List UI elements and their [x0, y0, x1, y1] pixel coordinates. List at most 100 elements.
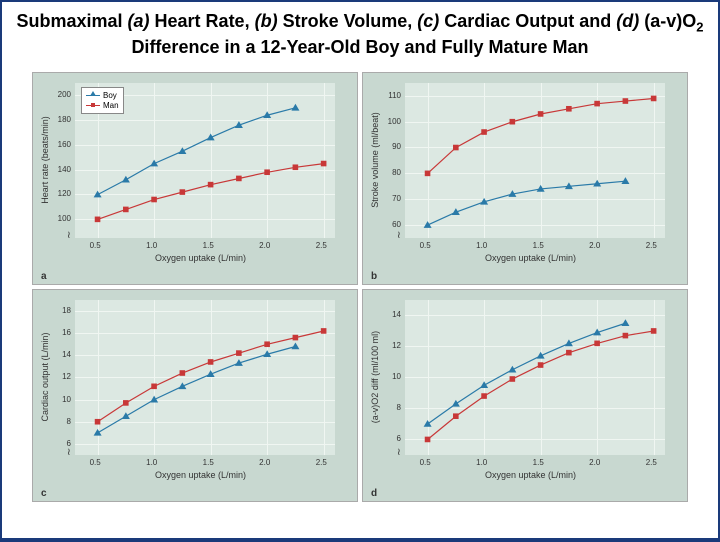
chart-svg — [405, 83, 665, 238]
xtick-label: 1.5 — [203, 241, 214, 250]
panel-label: d — [371, 488, 377, 499]
x-axis-label: Oxygen uptake (L/min) — [155, 470, 246, 480]
xtick-label: 1.5 — [203, 458, 214, 467]
chart-panel-b: 607080901001100.51.01.52.02.5≀Stroke vol… — [362, 72, 688, 285]
page-container: Submaximal (a) Heart Rate, (b) Stroke Vo… — [2, 2, 718, 538]
title-sub: 2 — [696, 20, 703, 35]
page-title: Submaximal (a) Heart Rate, (b) Stroke Vo… — [2, 2, 718, 64]
series-marker — [122, 412, 130, 419]
axis-break-icon: ≀ — [67, 447, 71, 458]
ytick-label: 18 — [53, 306, 71, 315]
ytick-label: 12 — [383, 341, 401, 350]
series-marker — [293, 335, 299, 341]
chart-panel-c: 6810121416180.51.01.52.02.5≀Cardiac outp… — [32, 289, 358, 502]
series-marker — [538, 362, 544, 368]
x-axis-label: Oxygen uptake (L/min) — [155, 253, 246, 263]
axis-break-icon: ≀ — [67, 230, 71, 241]
title-d: (d) — [616, 11, 639, 31]
x-axis-label: Oxygen uptake (L/min) — [485, 253, 576, 263]
series-marker — [623, 333, 629, 339]
series-marker — [95, 216, 101, 222]
ytick-label: 140 — [53, 165, 71, 174]
series-marker — [480, 381, 488, 388]
xtick-label: 0.5 — [90, 458, 101, 467]
panel-label: c — [41, 488, 47, 499]
series-line — [98, 346, 296, 432]
series-marker — [236, 175, 242, 181]
series-marker — [94, 429, 102, 436]
xtick-label: 1.0 — [476, 241, 487, 250]
ytick-label: 8 — [383, 403, 401, 412]
series-line — [428, 98, 654, 173]
xtick-label: 2.0 — [589, 458, 600, 467]
chart-svg — [405, 300, 665, 455]
series-marker — [621, 177, 629, 184]
series-marker — [566, 106, 572, 112]
title-post-b: Stroke Volume, — [278, 11, 418, 31]
axis-break-icon: ≀ — [397, 230, 401, 241]
legend-marker-icon — [90, 91, 96, 96]
y-axis-label: Cardiac output (L/min) — [40, 317, 50, 437]
ytick-label: 12 — [53, 372, 71, 381]
series-marker — [594, 101, 600, 107]
ytick-label: 16 — [53, 328, 71, 337]
series-marker — [510, 376, 516, 382]
title-a: (a) — [128, 11, 150, 31]
ytick-label: 90 — [383, 142, 401, 151]
xtick-label: 2.5 — [316, 458, 327, 467]
plot-area — [405, 300, 665, 455]
title-post-d2: Difference in a 12-Year-Old Boy and Full… — [131, 37, 588, 57]
panel-label: b — [371, 271, 377, 282]
series-marker — [150, 396, 158, 403]
ytick-label: 14 — [53, 350, 71, 359]
ytick-label: 10 — [383, 372, 401, 381]
axis-break-icon: ≀ — [397, 447, 401, 458]
legend-row: Boy — [86, 91, 119, 100]
legend-label: Man — [103, 101, 119, 110]
legend: BoyMan — [81, 87, 124, 114]
title-b: (b) — [255, 11, 278, 31]
ytick-label: 14 — [383, 310, 401, 319]
series-marker — [425, 437, 431, 443]
xtick-label: 0.5 — [90, 241, 101, 250]
ytick-label: 10 — [53, 395, 71, 404]
plot-area — [75, 300, 335, 455]
series-marker — [566, 350, 572, 356]
xtick-label: 1.5 — [533, 241, 544, 250]
ytick-label: 6 — [383, 434, 401, 443]
series-marker — [151, 383, 157, 389]
series-marker — [291, 342, 299, 349]
series-marker — [264, 341, 270, 347]
series-marker — [264, 169, 270, 175]
series-marker — [95, 419, 101, 425]
xtick-label: 0.5 — [420, 241, 431, 250]
title-post-c: Cardiac Output and — [439, 11, 616, 31]
series-marker — [178, 147, 186, 154]
series-marker — [623, 98, 629, 104]
series-marker — [651, 96, 657, 102]
series-marker — [180, 189, 186, 195]
series-marker — [453, 145, 459, 151]
panel-label: a — [41, 271, 47, 282]
series-marker — [481, 129, 487, 135]
series-marker — [151, 197, 157, 203]
xtick-label: 2.0 — [589, 241, 600, 250]
ytick-label: 200 — [53, 90, 71, 99]
series-marker — [425, 170, 431, 176]
y-axis-label: Heart rate (beats/min) — [40, 100, 50, 220]
series-marker — [293, 164, 299, 170]
xtick-label: 1.0 — [146, 241, 157, 250]
series-marker — [594, 340, 600, 346]
ytick-label: 60 — [383, 220, 401, 229]
ytick-label: 100 — [53, 214, 71, 223]
series-line — [98, 163, 324, 219]
series-marker — [510, 119, 516, 125]
series-line — [428, 331, 654, 440]
legend-row: Man — [86, 101, 119, 110]
legend-line-icon — [86, 95, 100, 96]
plot-area — [405, 83, 665, 238]
series-marker — [291, 104, 299, 111]
xtick-label: 1.0 — [146, 458, 157, 467]
series-marker — [508, 366, 516, 373]
ytick-label: 180 — [53, 115, 71, 124]
